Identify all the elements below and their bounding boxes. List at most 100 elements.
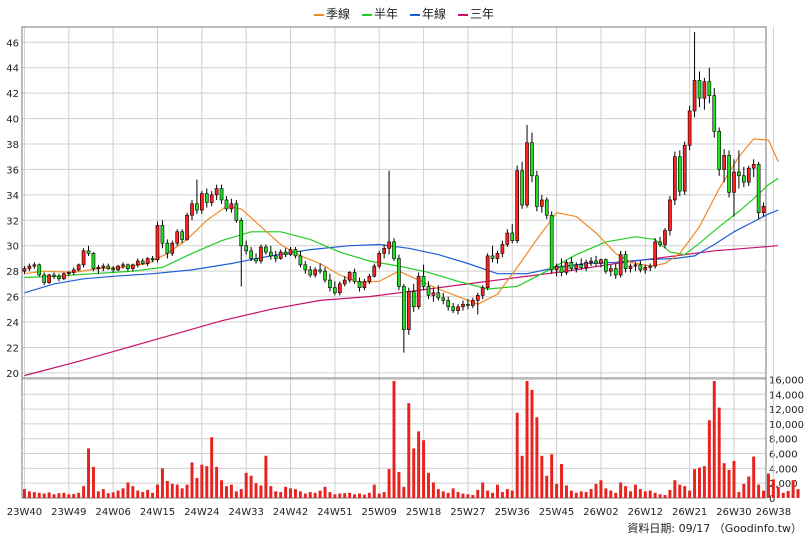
candlestick	[293, 247, 298, 259]
candle-body-down	[52, 274, 56, 277]
legend-label: 三年	[470, 7, 495, 21]
candle-body-up	[416, 275, 421, 308]
candlestick	[106, 263, 111, 270]
volume-bar	[766, 473, 770, 498]
volume-bar	[254, 483, 258, 498]
time-tick-label: 25W09	[362, 507, 397, 518]
candle-body-up	[155, 225, 160, 261]
time-tick-label: 25W18	[406, 507, 441, 518]
volume-bar	[530, 389, 534, 498]
candle-body-up	[574, 264, 579, 269]
volume-bar	[471, 495, 475, 498]
volume-bar	[111, 492, 115, 498]
candle-body-down	[742, 175, 746, 183]
volume-bar	[451, 488, 455, 498]
legend-label: 半年	[373, 7, 398, 21]
candlestick	[333, 281, 337, 296]
volume-bar	[293, 489, 297, 498]
candle-body-down	[737, 171, 741, 177]
volume-bar	[136, 490, 140, 498]
candlestick	[57, 273, 61, 282]
volume-bar	[491, 492, 495, 498]
candle-body-up	[62, 273, 66, 280]
volume-bar	[141, 492, 145, 498]
candlestick	[554, 263, 559, 277]
volume-bar	[619, 482, 623, 498]
time-tick-label: 24W24	[184, 507, 219, 518]
candle-body-up	[554, 265, 559, 271]
volume-bar	[535, 417, 539, 498]
candle-body-down	[180, 231, 184, 240]
candle-body-down	[111, 268, 115, 271]
candle-body-down	[239, 220, 244, 247]
volume-bar	[37, 492, 41, 498]
candle-body-up	[668, 199, 672, 231]
candle-body-up	[456, 306, 460, 311]
candle-body-up	[589, 260, 593, 263]
candle-body-up	[362, 281, 367, 289]
candlestick	[116, 264, 120, 272]
time-tick-label: 24W06	[95, 507, 130, 518]
volume-bar	[461, 493, 465, 498]
volume-bar	[397, 472, 401, 498]
price-tick-label: 40	[6, 115, 19, 126]
candlestick	[76, 263, 81, 272]
candlestick	[416, 272, 421, 310]
candlestick	[673, 151, 677, 206]
candle-body-up	[618, 254, 623, 276]
volume-bar	[648, 490, 652, 498]
candlestick	[397, 254, 401, 291]
volume-bar	[412, 448, 416, 498]
volume-bar	[550, 454, 554, 498]
candlestick	[175, 229, 180, 246]
volume-bar	[67, 494, 71, 498]
candlestick	[633, 262, 638, 272]
price-panel-frame	[21, 26, 767, 379]
volume-bar	[82, 486, 86, 498]
volume-bar	[441, 491, 445, 498]
candlestick	[456, 304, 460, 315]
candlestick	[564, 259, 569, 275]
candle-body-up	[746, 167, 751, 183]
volume-bar	[584, 492, 588, 498]
candlestick	[318, 263, 322, 274]
candle-body-up	[96, 267, 101, 269]
candlestick	[278, 249, 283, 260]
candlestick	[42, 272, 46, 286]
volume-bar	[712, 380, 716, 498]
candlestick	[219, 184, 224, 204]
candle-body-up	[673, 156, 677, 201]
candlestick	[214, 184, 219, 200]
candle-body-up	[121, 264, 125, 267]
candle-body-down	[402, 286, 406, 330]
volume-bar	[215, 466, 219, 498]
candle-body-up	[431, 292, 436, 296]
candle-body-down	[441, 297, 446, 301]
candle-body-down	[352, 272, 357, 282]
candle-body-up	[288, 249, 293, 255]
legend-item: 季線	[313, 7, 350, 21]
candlestick	[268, 245, 273, 260]
price-tick-label: 26	[6, 293, 19, 304]
price-tick-label: 42	[6, 89, 19, 100]
candlestick	[406, 287, 411, 335]
candle-body-up	[101, 265, 106, 268]
candle-body-down	[638, 264, 643, 271]
volume-bar	[96, 491, 100, 498]
candlestick	[288, 247, 293, 256]
volume-bar	[771, 479, 775, 498]
candle-body-up	[71, 269, 76, 273]
candle-body-down	[613, 268, 618, 276]
candle-body-up	[175, 231, 180, 244]
candle-body-down	[697, 80, 702, 99]
candle-body-up	[702, 81, 707, 99]
candlestick	[722, 149, 726, 183]
candlestick	[746, 165, 751, 186]
volume-bar	[574, 492, 578, 498]
candlestick	[273, 250, 278, 263]
price-tick-label: 20	[6, 369, 19, 380]
candlestick	[37, 263, 42, 277]
candle-body-down	[160, 225, 165, 244]
volume-bar	[436, 489, 440, 498]
candle-body-down	[717, 130, 722, 170]
